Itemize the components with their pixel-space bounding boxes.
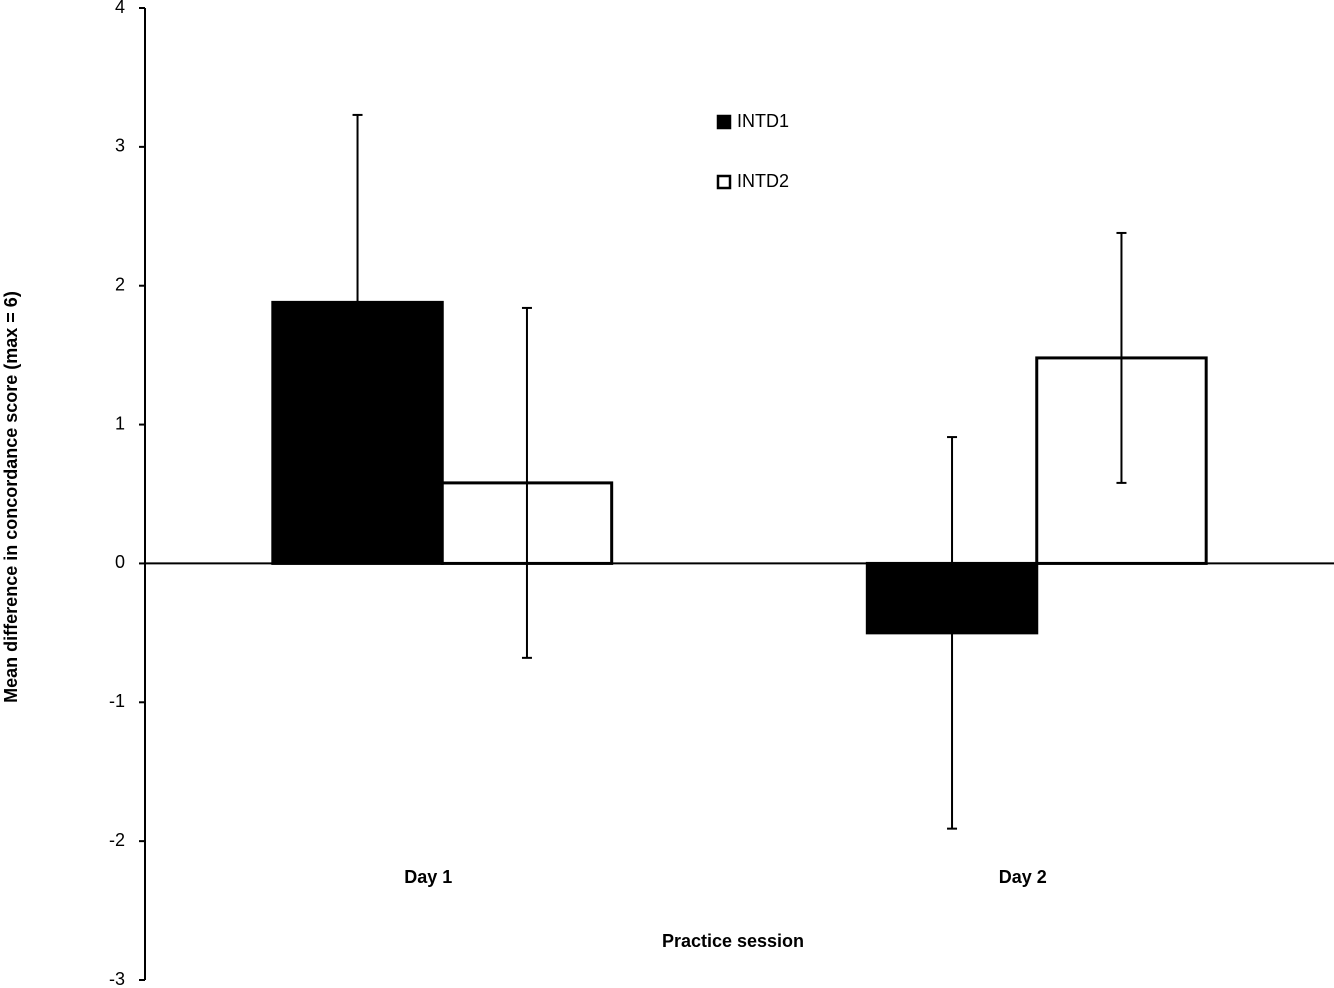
x-tick-label: Day 1: [404, 867, 452, 887]
y-axis-title: Mean difference in concordance score (ma…: [1, 291, 21, 703]
x-tick-label: Day 2: [999, 867, 1047, 887]
y-tick-label: 1: [115, 413, 125, 433]
x-axis-title: Practice session: [662, 931, 804, 951]
y-tick-label: -2: [109, 830, 125, 850]
legend-label: INTD1: [737, 111, 789, 131]
legend-swatch: [716, 174, 732, 190]
y-tick-label: 3: [115, 136, 125, 156]
y-tick-label: 2: [115, 274, 125, 294]
legend-label: INTD2: [737, 171, 789, 191]
y-tick-label: -1: [109, 691, 125, 711]
y-tick-label: -3: [109, 969, 125, 988]
legend-swatch: [716, 114, 732, 130]
y-tick-label: 4: [115, 0, 125, 17]
y-tick-label: 0: [115, 552, 125, 572]
